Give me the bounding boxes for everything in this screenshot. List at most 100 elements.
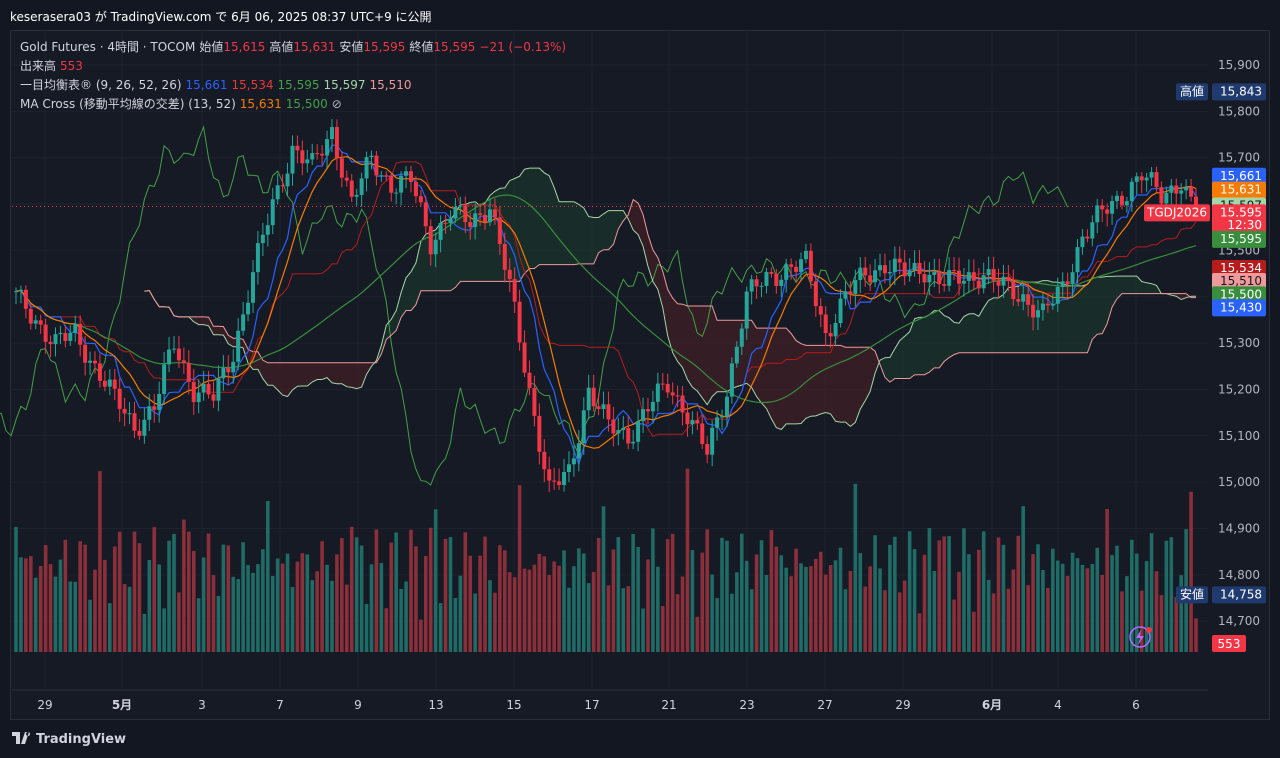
candle-body — [532, 388, 537, 416]
price-tag-text: 15,595 — [1220, 205, 1262, 219]
legend-ichimoku[interactable]: 一目均衡表® (9, 26, 52, 26) 15,661 15,534 15,595… — [20, 76, 416, 93]
volume-bar — [1085, 568, 1090, 652]
candle-body — [349, 180, 354, 197]
volume-bar — [853, 483, 858, 652]
lightning-icon — [1129, 626, 1151, 648]
candle-body — [729, 363, 734, 397]
volume-bar — [848, 571, 853, 652]
volume-bar — [132, 531, 137, 652]
candle-body — [1050, 303, 1055, 306]
candle-body — [542, 451, 547, 470]
candle-body — [576, 443, 581, 459]
candle-body — [127, 413, 132, 415]
volume-bar — [53, 576, 58, 652]
candle-body — [981, 275, 986, 289]
eye-slash-icon[interactable]: ⊘ — [331, 97, 342, 111]
candle-body — [1119, 195, 1124, 206]
candle-body — [364, 157, 369, 179]
volume-bar — [517, 485, 522, 652]
low-tag-value-box — [1212, 586, 1266, 604]
notification-dot — [1146, 627, 1152, 633]
candle-body — [764, 271, 769, 286]
volume-bar — [912, 549, 917, 652]
candle-body — [63, 332, 68, 341]
volume-bar — [1060, 563, 1065, 652]
volume-bar — [117, 531, 122, 652]
candle-body — [922, 274, 927, 283]
candle-body — [868, 275, 873, 283]
candle-body — [68, 332, 73, 341]
volume-bar — [112, 546, 117, 652]
candle-body — [1085, 236, 1090, 239]
candle-body — [991, 269, 996, 281]
volume-tag — [1212, 635, 1246, 652]
volume-bar — [88, 599, 92, 652]
volume-bar — [78, 541, 82, 652]
volume-bar — [932, 570, 937, 652]
candle-body — [507, 269, 512, 280]
price-tag-text: 15,510 — [1220, 274, 1262, 288]
volume-bar — [893, 536, 897, 652]
legend-volume-value: 553 — [60, 59, 83, 73]
candle-body — [102, 380, 107, 387]
candle-body — [813, 281, 818, 307]
candle-body — [186, 363, 191, 382]
volume-bar — [927, 528, 932, 652]
price-tick-label: 15,800 — [1218, 104, 1260, 118]
volume-bar — [986, 579, 991, 652]
candle-body — [512, 279, 517, 302]
candle-body — [720, 416, 725, 418]
volume-bar — [379, 563, 384, 652]
tradingview-logo[interactable]: TradingView — [12, 732, 126, 747]
candle-body — [88, 360, 93, 363]
volume-bar — [1016, 535, 1021, 652]
volume-bar — [201, 557, 206, 652]
candle-body — [843, 291, 848, 299]
legend-ichimoku-v5: 15,510 — [369, 78, 412, 92]
candle-body — [961, 280, 966, 284]
volume-bar — [236, 578, 240, 652]
low-tag-label-box — [1176, 586, 1208, 604]
candle-body — [645, 409, 650, 412]
volume-bar — [621, 588, 626, 652]
candle-body — [927, 274, 932, 283]
candle-body — [616, 430, 621, 434]
candle-body — [1100, 205, 1105, 210]
lightning-icon-glyph — [1136, 630, 1144, 645]
cloud-bullish — [144, 168, 1197, 383]
candle-body — [438, 222, 443, 240]
volume-bar — [1100, 574, 1104, 652]
volume-bar — [1031, 554, 1035, 652]
candle-body — [152, 406, 157, 410]
candle-body — [1001, 276, 1006, 286]
candle-body — [43, 324, 48, 342]
candle-body — [710, 427, 715, 455]
candle-body — [1065, 281, 1070, 285]
legend-volume[interactable]: 出来高 553 — [20, 57, 87, 74]
volume-bar — [972, 611, 976, 652]
volume-bar — [93, 569, 97, 652]
volume-bar — [335, 554, 339, 652]
legend-ohlc[interactable]: Gold Futures · 4時間 · TOCOM 始値15,615 高値15,6… — [20, 38, 570, 55]
volume-bar — [152, 527, 157, 652]
volume-bar — [1110, 555, 1114, 652]
volume-bar — [715, 598, 719, 652]
candle-body — [478, 213, 483, 215]
volume-bar — [1174, 597, 1179, 652]
high-tag-label-box — [1176, 83, 1208, 101]
legend-ichimoku-v2: 15,534 — [231, 78, 274, 92]
volume-bar — [349, 526, 354, 652]
volume-bar — [389, 542, 394, 652]
volume-bar — [458, 575, 463, 652]
volume-bar — [409, 529, 413, 652]
price-tag — [1212, 286, 1266, 304]
price-tick-label: 15,900 — [1218, 58, 1260, 72]
price-tick-label: 14,700 — [1218, 614, 1260, 628]
price-tick-label: 15,000 — [1218, 475, 1260, 489]
volume-bar — [369, 564, 374, 652]
volume-bar — [359, 545, 364, 652]
legend-ma-cross[interactable]: MA Cross (移動平均線の交差) (13, 52) 15,631 15,500… — [20, 95, 346, 112]
volume-bar — [330, 580, 334, 652]
volume-bar — [38, 566, 43, 652]
